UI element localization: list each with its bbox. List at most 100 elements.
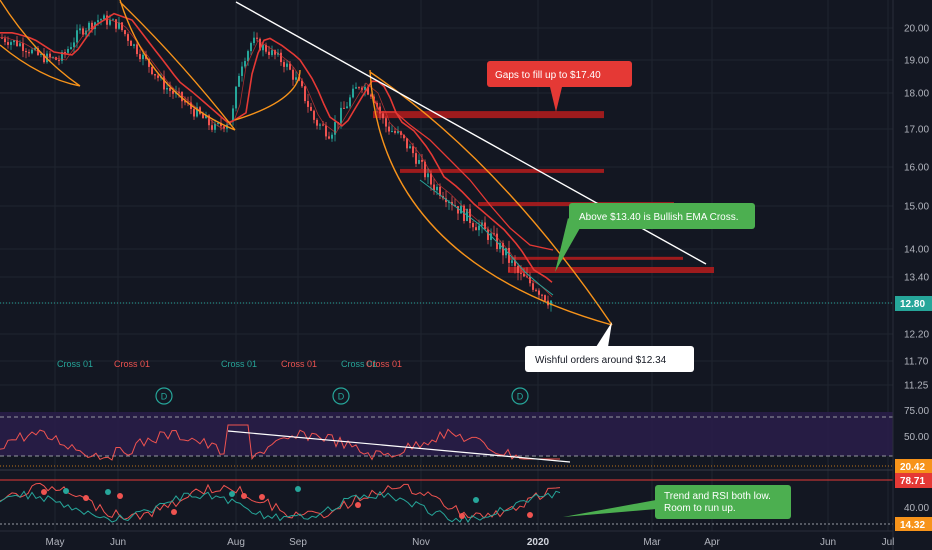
candle — [523, 273, 525, 277]
candle — [127, 34, 129, 41]
ema-lines — [0, 12, 554, 298]
candle — [475, 227, 477, 231]
trend-dot-0 — [41, 489, 47, 495]
candle — [25, 50, 27, 53]
candle — [355, 87, 357, 89]
candle — [457, 206, 459, 214]
candle — [166, 87, 168, 90]
candle — [28, 52, 30, 54]
price-tick-5: 15.00 — [904, 202, 929, 213]
price-tick-0: 20.00 — [904, 24, 929, 35]
candle — [406, 138, 408, 149]
candle — [10, 42, 12, 45]
dividend-marker-1[interactable]: D — [155, 387, 173, 405]
candle — [142, 54, 144, 60]
cross-label-2: Cross 01 — [114, 359, 150, 369]
candle — [247, 51, 249, 62]
trend-dot-11 — [459, 513, 465, 519]
wishful-orders-callout[interactable]: Wishful orders around $12.34 — [525, 322, 694, 372]
candle — [301, 80, 303, 87]
channel-curve-3 — [369, 69, 613, 326]
candle — [316, 119, 318, 126]
price-tick-9: 12.20 — [904, 330, 929, 341]
current-price-tag: 12.80 — [895, 296, 932, 311]
price-axis[interactable]: 20.00 19.00 18.00 17.00 16.00 15.00 14.00 13.40… — [904, 24, 929, 392]
channel-curve-1 — [119, 0, 236, 131]
gaps-callout[interactable]: Gaps to fill up to $17.40 — [487, 61, 632, 112]
trend-dot-9 — [295, 486, 301, 492]
candle — [112, 19, 114, 21]
trend-dot-3 — [105, 489, 111, 495]
candle — [502, 243, 504, 256]
dividend-marker-2[interactable]: D — [332, 387, 350, 405]
candle — [421, 160, 423, 162]
candle — [460, 205, 462, 214]
candle — [427, 173, 429, 178]
candle — [241, 66, 243, 76]
candle — [541, 294, 543, 296]
price-tick-7: 13.40 — [904, 273, 929, 284]
channel-curve-2 — [234, 69, 301, 121]
svg-text:D: D — [338, 392, 345, 402]
candle — [163, 76, 165, 90]
price-tick-4: 16.00 — [904, 163, 929, 174]
trend-dots — [41, 486, 533, 519]
candle — [469, 208, 471, 224]
candle — [487, 229, 489, 240]
ema-cross-callout[interactable]: Above $13.40 is Bullish EMA Cross. — [555, 203, 755, 272]
candle — [196, 107, 198, 117]
candle — [271, 50, 273, 55]
time-tick-4: Nov — [412, 537, 430, 548]
candle — [34, 48, 36, 50]
candle — [202, 113, 204, 119]
candle — [295, 77, 297, 80]
candle — [115, 19, 117, 29]
candle — [310, 106, 312, 111]
rsi-level-75: 75.00 — [904, 406, 929, 417]
trend-callout[interactable]: Trend and RSI both low. Room to run up. — [563, 485, 791, 519]
candle — [76, 30, 78, 43]
candle — [49, 53, 51, 58]
candle — [64, 52, 66, 54]
candle — [265, 44, 267, 52]
candle — [319, 124, 321, 126]
trend-dot-1 — [63, 488, 69, 494]
candle — [292, 69, 294, 80]
candle — [448, 201, 450, 203]
candle — [322, 124, 324, 126]
candle — [382, 113, 384, 119]
candle — [499, 243, 501, 250]
candle — [286, 63, 288, 67]
candle — [493, 233, 495, 235]
candle — [256, 37, 258, 39]
candle — [511, 260, 513, 263]
dividend-marker-3[interactable]: D — [511, 387, 529, 405]
candle — [313, 110, 315, 120]
candle — [61, 52, 63, 61]
gaps-callout-text: Gaps to fill up to $17.40 — [495, 70, 601, 81]
candle — [148, 58, 150, 67]
candle — [262, 44, 264, 51]
price-tick-2: 18.00 — [904, 89, 929, 100]
candle — [283, 62, 285, 67]
candle — [415, 153, 417, 164]
price-tick-1: 19.00 — [904, 56, 929, 67]
trend-dot-8 — [259, 494, 265, 500]
candle — [4, 38, 6, 43]
cross-label-5: Cross 01 — [341, 359, 377, 369]
trend-current-tag: 14.32 — [895, 517, 932, 531]
candle — [367, 86, 369, 95]
price-tick-11: 11.25 — [904, 381, 929, 392]
svg-text:78.71: 78.71 — [900, 476, 925, 487]
candle — [529, 276, 531, 284]
candle — [418, 160, 420, 164]
time-tick-6: Mar — [643, 537, 661, 548]
time-axis[interactable]: May Jun Aug Sep Nov 2020 Mar Apr Jun Jul — [46, 537, 895, 548]
cross-label-1: Cross 01 — [57, 359, 93, 369]
candle — [280, 52, 282, 63]
candle — [109, 20, 111, 25]
candle — [172, 90, 174, 94]
candle — [352, 88, 354, 98]
